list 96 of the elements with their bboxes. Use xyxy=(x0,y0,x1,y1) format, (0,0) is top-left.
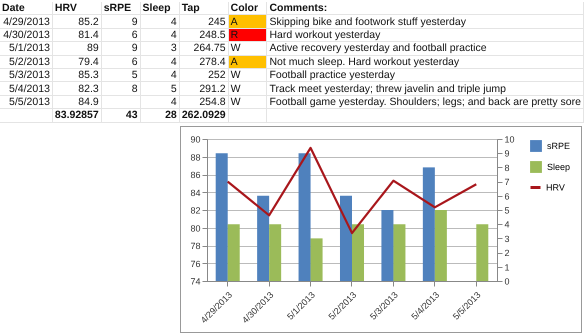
text: 4/30/2013 xyxy=(0,28,52,42)
text: 5/3/2013 xyxy=(0,68,52,82)
y-tick-label: 84 xyxy=(190,188,200,198)
text: 4/29/2013 xyxy=(0,14,52,28)
bar xyxy=(216,153,228,281)
y2-tick-label: 10 xyxy=(504,134,515,144)
bar xyxy=(340,196,352,281)
text: 79.4 xyxy=(52,55,102,68)
text: 4 xyxy=(140,68,180,82)
y2-tick-label: 8 xyxy=(504,162,510,173)
text: A xyxy=(228,55,267,68)
y-tick-label: 82 xyxy=(190,206,200,216)
text: 4 xyxy=(140,28,180,42)
text: Date xyxy=(0,2,52,15)
legend-label: HRV xyxy=(546,182,565,192)
text: 5/5/2013 xyxy=(0,95,52,109)
text: 89 xyxy=(52,42,102,56)
text: 85.2 xyxy=(52,14,102,28)
text: 248.5 xyxy=(179,28,228,42)
line-series xyxy=(226,146,478,234)
y2-tick-label: 2 xyxy=(504,248,510,258)
text: 85.3 xyxy=(52,68,102,82)
bar xyxy=(352,224,364,281)
y-tick-label: 78 xyxy=(190,241,200,251)
text: 5/4/2013 xyxy=(0,82,52,96)
text: 3 xyxy=(140,42,180,56)
text: Sleep xyxy=(140,2,180,15)
bar xyxy=(269,224,282,281)
text: Football game yesterday. Shoulders; legs; and back are pretty sore xyxy=(266,95,584,109)
bar xyxy=(434,210,447,281)
text: 6 xyxy=(101,28,140,42)
text: 83.92857 xyxy=(52,108,102,122)
text: 291.2 xyxy=(179,82,228,96)
y2-tick-label: 5 xyxy=(504,206,510,216)
text: Active recovery yesterday and football practice xyxy=(266,42,584,56)
text: Football practice yesterday xyxy=(266,68,584,82)
text: 254.8 xyxy=(179,95,228,109)
text: W xyxy=(228,68,267,82)
text: 5/2/2013 xyxy=(0,55,52,68)
bar xyxy=(257,196,270,281)
text: 5/1/2013 xyxy=(0,42,52,56)
bar xyxy=(228,224,240,281)
y2-tick-label: 1 xyxy=(504,262,510,272)
bar xyxy=(422,167,435,281)
text: Skipping bike and footwork stuff yesterday xyxy=(266,14,584,28)
text: 82.3 xyxy=(52,82,102,96)
bar xyxy=(393,224,406,281)
bar xyxy=(310,238,323,281)
text: 4 xyxy=(140,95,180,109)
text: W xyxy=(228,82,267,96)
y-tick-label: 86 xyxy=(190,170,200,180)
y2-tick-label: 9 xyxy=(504,148,510,159)
text: Comments: xyxy=(266,2,584,15)
text: R xyxy=(228,28,267,42)
text: 84.9 xyxy=(52,95,102,109)
text: 264.75 xyxy=(179,42,228,56)
text: 8 xyxy=(101,82,140,96)
y2-tick-label: 3 xyxy=(504,234,510,244)
y-tick-label: 90 xyxy=(190,134,200,144)
text: Tap xyxy=(179,2,228,15)
text: Color xyxy=(228,2,267,15)
text: A xyxy=(228,14,267,28)
legend-label: sRPE xyxy=(547,141,570,151)
text: 252 xyxy=(179,68,228,82)
y-tick-label: 76 xyxy=(190,258,200,269)
legend-label: Sleep xyxy=(547,162,570,172)
text: 6 xyxy=(101,55,140,68)
text: W xyxy=(228,95,267,109)
text: 262.0929 xyxy=(179,108,228,122)
y2-tick-label: 0 xyxy=(504,276,510,286)
text: 5 xyxy=(140,82,180,96)
text: 278.4 xyxy=(179,55,228,68)
text: 5 xyxy=(101,68,140,82)
text: Hard workout yesterday xyxy=(266,28,584,42)
text: 9 xyxy=(101,14,140,28)
text: 4 xyxy=(140,55,180,68)
y2-tick-label: 7 xyxy=(504,177,510,188)
text: 28 xyxy=(140,108,180,122)
text: 245 xyxy=(179,14,228,28)
text: 4 xyxy=(140,14,180,28)
y-tick-label: 80 xyxy=(190,223,200,234)
text: 9 xyxy=(101,42,140,56)
text: W xyxy=(228,42,267,56)
text: HRV xyxy=(52,2,102,15)
text: Track meet yesterday; threw javelin and triple jump xyxy=(266,82,584,96)
text: Not much sleep. Hard workout yesterday xyxy=(266,55,584,68)
bar xyxy=(298,153,311,281)
y-tick-label: 74 xyxy=(190,276,200,286)
text: 43 xyxy=(101,108,140,122)
y2-tick-label: 6 xyxy=(504,191,510,202)
y2-tick-label: 4 xyxy=(504,220,510,230)
text: 81.4 xyxy=(52,28,102,42)
bar xyxy=(476,224,488,281)
text: sRPE xyxy=(101,2,140,15)
y-tick-label: 88 xyxy=(190,152,200,162)
bar xyxy=(381,210,394,281)
